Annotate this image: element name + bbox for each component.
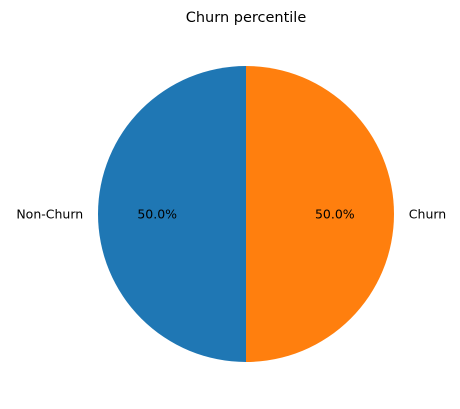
- pie-slice-churn: [246, 66, 394, 362]
- slice-label-non-churn: Non-Churn: [16, 207, 83, 222]
- pct-label-non-churn: 50.0%: [137, 207, 177, 222]
- chart-title: Churn percentile: [186, 10, 307, 26]
- pct-label-churn: 50.0%: [315, 207, 355, 222]
- labels-layer: 50.0% Churn 50.0% Non-Churn: [16, 207, 446, 222]
- slice-label-churn: Churn: [409, 207, 446, 222]
- pie-slice-non-churn: [98, 66, 246, 362]
- slices-layer: [98, 66, 394, 362]
